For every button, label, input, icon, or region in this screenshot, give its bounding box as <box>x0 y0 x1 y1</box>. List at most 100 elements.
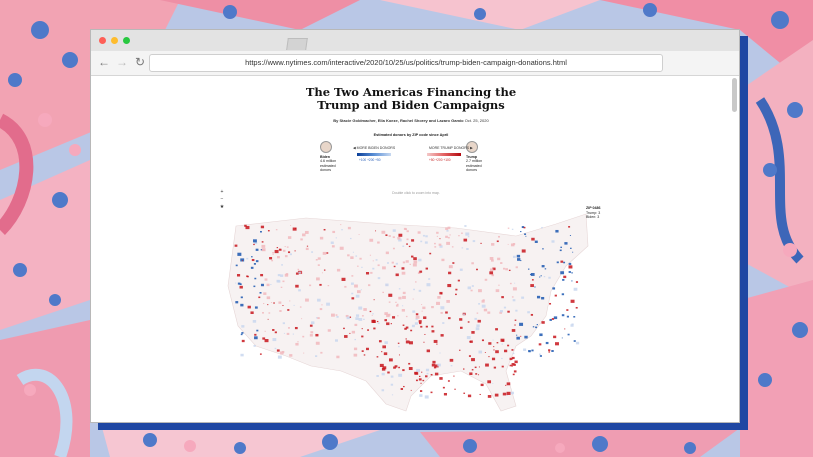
zip-area[interactable] <box>507 310 510 313</box>
zip-area[interactable] <box>457 279 460 282</box>
zip-area[interactable] <box>415 379 418 382</box>
zip-area[interactable] <box>363 354 366 356</box>
zip-area[interactable] <box>315 341 320 345</box>
zip-area[interactable] <box>415 313 419 316</box>
zip-area[interactable] <box>300 238 303 241</box>
zip-area[interactable] <box>504 349 508 353</box>
zip-area[interactable] <box>563 275 567 279</box>
zip-area[interactable] <box>481 339 485 342</box>
zip-area[interactable] <box>387 371 390 374</box>
zip-area[interactable] <box>553 335 557 339</box>
zip-area[interactable] <box>280 351 284 355</box>
zip-area[interactable] <box>382 345 386 349</box>
zip-area[interactable] <box>326 252 329 254</box>
zip-area[interactable] <box>315 333 319 337</box>
zip-area[interactable] <box>434 246 437 248</box>
zip-area[interactable] <box>301 318 303 320</box>
zip-area[interactable] <box>431 325 434 328</box>
zip-area[interactable] <box>539 355 542 357</box>
zip-area[interactable] <box>501 357 503 360</box>
zip-area[interactable] <box>511 329 516 332</box>
zip-area[interactable] <box>270 302 273 303</box>
zip-area[interactable] <box>408 362 411 365</box>
donor-zip-map[interactable] <box>216 206 606 421</box>
zip-area[interactable] <box>375 259 378 261</box>
zip-area[interactable] <box>346 316 350 320</box>
zip-area[interactable] <box>463 313 465 315</box>
zip-area[interactable] <box>319 308 323 311</box>
zip-area[interactable] <box>534 286 536 288</box>
zip-area[interactable] <box>539 333 543 337</box>
zip-area[interactable] <box>502 267 506 270</box>
zip-area[interactable] <box>420 325 423 328</box>
zip-area[interactable] <box>386 322 390 326</box>
zip-area[interactable] <box>439 245 443 248</box>
zip-area[interactable] <box>447 283 452 288</box>
zip-area[interactable] <box>273 302 275 304</box>
zip-area[interactable] <box>405 315 408 318</box>
zip-area[interactable] <box>549 318 552 321</box>
zip-area[interactable] <box>459 318 463 321</box>
zip-area[interactable] <box>354 284 358 288</box>
zip-area[interactable] <box>382 291 384 294</box>
zip-area[interactable] <box>327 285 330 287</box>
zip-area[interactable] <box>404 327 407 330</box>
zip-area[interactable] <box>240 303 244 307</box>
zip-area[interactable] <box>450 365 453 367</box>
zip-area[interactable] <box>369 310 372 313</box>
zip-area[interactable] <box>392 247 395 250</box>
zip-area[interactable] <box>260 248 263 251</box>
zip-area[interactable] <box>419 390 423 392</box>
zip-area[interactable] <box>447 236 450 239</box>
zip-area[interactable] <box>386 314 390 318</box>
zip-area[interactable] <box>570 324 574 327</box>
zip-area[interactable] <box>394 365 398 368</box>
zip-area[interactable] <box>397 237 401 240</box>
zip-area[interactable] <box>425 267 429 270</box>
zip-area[interactable] <box>475 373 478 375</box>
minimize-window-button[interactable] <box>111 37 118 44</box>
zip-area[interactable] <box>263 303 265 305</box>
zip-area[interactable] <box>280 274 284 277</box>
zip-area[interactable] <box>386 262 389 264</box>
zip-area[interactable] <box>560 246 562 248</box>
zip-area[interactable] <box>536 295 541 299</box>
zip-area[interactable] <box>409 341 413 345</box>
zip-area[interactable] <box>445 311 448 314</box>
zip-area[interactable] <box>255 248 259 251</box>
zip-area[interactable] <box>266 283 270 287</box>
zip-area[interactable] <box>539 276 541 278</box>
zip-area[interactable] <box>517 258 521 261</box>
zip-area[interactable] <box>397 315 399 317</box>
zip-area[interactable] <box>405 340 410 344</box>
zip-area[interactable] <box>365 347 369 351</box>
zip-area[interactable] <box>398 238 402 242</box>
zip-area[interactable] <box>340 224 342 226</box>
zip-area[interactable] <box>363 318 365 321</box>
address-bar[interactable]: https://www.nytimes.com/interactive/2020… <box>149 54 663 72</box>
zip-area[interactable] <box>274 331 277 334</box>
zip-area[interactable] <box>253 263 256 265</box>
zip-area[interactable] <box>378 340 382 343</box>
zip-area[interactable] <box>423 316 427 320</box>
scrollbar[interactable] <box>732 78 737 112</box>
zip-area[interactable] <box>425 375 428 378</box>
zip-area[interactable] <box>512 299 516 302</box>
zip-area[interactable] <box>509 364 512 367</box>
zip-area[interactable] <box>446 229 449 232</box>
zip-area[interactable] <box>260 230 262 233</box>
zip-area[interactable] <box>448 265 453 269</box>
zip-area[interactable] <box>284 273 289 277</box>
zip-area[interactable] <box>401 305 404 307</box>
zip-area[interactable] <box>393 366 396 369</box>
zip-area[interactable] <box>239 285 243 289</box>
zip-area[interactable] <box>330 313 335 317</box>
zip-area[interactable] <box>410 329 413 332</box>
zip-area[interactable] <box>261 244 266 248</box>
zip-area[interactable] <box>402 369 405 372</box>
zip-area[interactable] <box>278 301 282 304</box>
zip-area[interactable] <box>401 309 405 312</box>
zip-area[interactable] <box>396 303 399 306</box>
zip-area[interactable] <box>361 315 364 317</box>
zip-area[interactable] <box>280 286 283 288</box>
